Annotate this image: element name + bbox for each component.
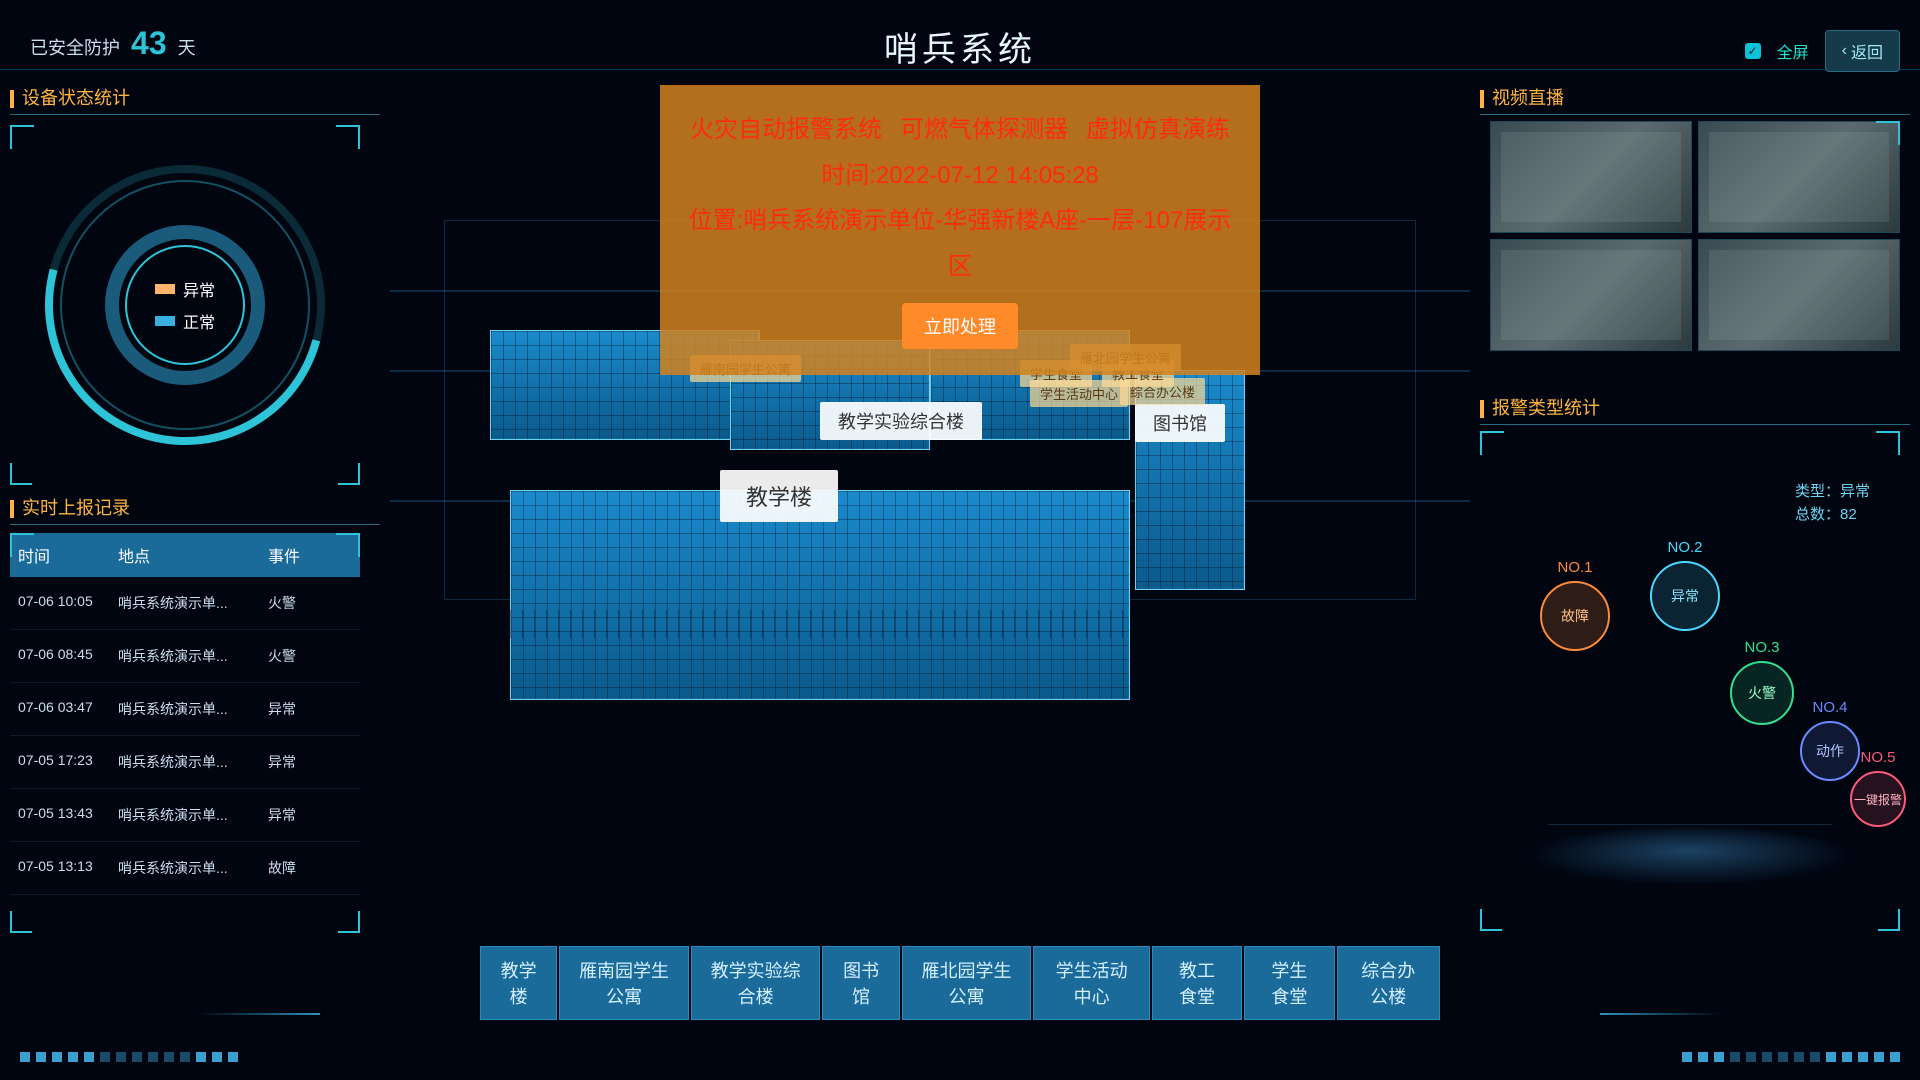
device-status-gauge: 异常 正常 [10,125,360,485]
process-button[interactable]: 立即处理 [902,303,1018,349]
alert-modal: 火灾自动报警系统 可燃气体探测器 虚拟仿真演练 时间:2022-07-12 14… [660,85,1260,375]
video-feed-1[interactable] [1490,121,1692,233]
device-status-title: 设备状态统计 [10,80,380,115]
log-col-event: 事件 [268,543,348,567]
alarm-platform [1506,824,1874,885]
fullscreen-label: 全屏 [1777,39,1809,63]
video-feed-3[interactable] [1490,239,1692,351]
label-main-building[interactable]: 教学楼 [720,470,838,522]
safe-suffix: 天 [178,38,196,58]
label-lab-building[interactable]: 教学实验综合楼 [820,402,982,440]
device-status-panel: 设备状态统计 异常 正常 [10,80,380,480]
chevron-left-icon: ‹ [1842,42,1847,60]
log-row[interactable]: 07-06 03:47哨兵系统演示单...异常 [10,683,360,736]
alert-system-3: 虚拟仿真演练 [1086,107,1230,153]
alert-location-value: 哨兵系统演示单位-华强新楼A座-一层-107展示区 [743,207,1231,280]
video-grid [1490,121,1900,351]
alarm-bubble-3[interactable]: NO.3火警 [1730,661,1794,725]
video-panel: 视频直播 [1480,80,1910,370]
building-nav-item[interactable]: 学生活动中心 [1033,946,1150,1020]
log-rows: 07-06 10:05哨兵系统演示单...火警07-06 08:45哨兵系统演示… [10,577,360,895]
label-library[interactable]: 图书馆 [1135,404,1225,442]
building-nav-item[interactable]: 学生食堂 [1244,946,1334,1020]
log-header: 时间 地点 事件 [10,533,360,577]
safe-days-number: 43 [131,25,167,61]
log-col-time: 时间 [18,543,118,567]
building-nav-item[interactable]: 综合办公楼 [1337,946,1440,1020]
alert-time-value: 2022-07-12 14:05:28 [876,162,1099,189]
building-main-alert-floor [510,610,1130,638]
safe-days: 已安全防护 43 天 [30,25,196,62]
alarm-info: 类型：异常 总数：82 [1795,481,1870,526]
video-feed-2[interactable] [1698,121,1900,233]
building-nav-item[interactable]: 教学实验综合楼 [691,946,821,1020]
report-log-table: 时间 地点 事件 07-06 10:05哨兵系统演示单...火警07-06 08… [10,533,360,933]
log-col-location: 地点 [118,543,268,567]
alert-time-label: 时间: [821,162,876,189]
alarm-bubble-1[interactable]: NO.1故障 [1540,581,1610,651]
page-title: 哨兵系统 [884,22,1036,71]
log-row[interactable]: 07-05 13:43哨兵系统演示单...异常 [10,789,360,842]
building-nav-item[interactable]: 雁南园学生公寓 [559,946,689,1020]
alarm-bubble-2[interactable]: NO.2异常 [1650,561,1720,631]
building-nav-item[interactable]: 教工食堂 [1152,946,1242,1020]
alarm-total-value: 82 [1840,506,1857,523]
gauge-legend: 异常 正常 [155,277,215,333]
legend-normal: 正常 [183,309,215,333]
log-row[interactable]: 07-05 17:23哨兵系统演示单...异常 [10,736,360,789]
deco-line-right [1600,1013,1720,1015]
legend-swatch-normal [155,316,175,326]
header: 已安全防护 43 天 哨兵系统 ✓ 全屏 ‹ 返回 [0,0,1920,70]
header-actions: ✓ 全屏 ‹ 返回 [1745,30,1900,72]
alert-system-2: 可燃气体探测器 [900,107,1068,153]
log-row[interactable]: 07-06 08:45哨兵系统演示单...火警 [10,630,360,683]
safe-prefix: 已安全防护 [30,38,120,58]
alarm-type-label: 类型： [1795,483,1840,500]
building-nav-item[interactable]: 雁北园学生公寓 [902,946,1032,1020]
building-nav: 教学楼雁南园学生公寓教学实验综合楼图书馆雁北园学生公寓学生活动中心教工食堂学生食… [480,946,1440,1020]
alarm-type-value: 异常 [1840,483,1870,500]
video-feed-4[interactable] [1698,239,1900,351]
alarm-types-panel: 报警类型统计 类型：异常 总数：82 NO.1故障 NO.2异常 NO.3火警 … [1480,390,1910,940]
building-nav-item[interactable]: 教学楼 [480,946,557,1020]
back-label: 返回 [1851,39,1883,63]
report-log-title: 实时上报记录 [10,490,380,525]
alarm-total-label: 总数： [1795,506,1840,523]
alert-system-1: 火灾自动报警系统 [690,107,882,153]
alarm-bubble-5[interactable]: NO.5一键报警 [1850,771,1906,827]
fullscreen-checkbox[interactable]: ✓ [1745,43,1761,59]
deco-bars-right [1682,1052,1900,1062]
video-title: 视频直播 [1480,80,1910,115]
deco-line-left [200,1013,320,1015]
log-row[interactable]: 07-05 13:13哨兵系统演示单...故障 [10,842,360,895]
report-log-panel: 实时上报记录 时间 地点 事件 07-06 10:05哨兵系统演示单...火警0… [10,490,380,940]
legend-abnormal: 异常 [183,277,215,301]
alert-location-label: 位置: [689,207,744,234]
log-row[interactable]: 07-06 10:05哨兵系统演示单...火警 [10,577,360,630]
deco-bars-left [20,1052,238,1062]
alarm-bubble-4[interactable]: NO.4动作 [1800,721,1860,781]
alarm-types-title: 报警类型统计 [1480,390,1910,425]
legend-swatch-abnormal [155,284,175,294]
building-nav-item[interactable]: 图书馆 [822,946,899,1020]
back-button[interactable]: ‹ 返回 [1825,30,1900,72]
